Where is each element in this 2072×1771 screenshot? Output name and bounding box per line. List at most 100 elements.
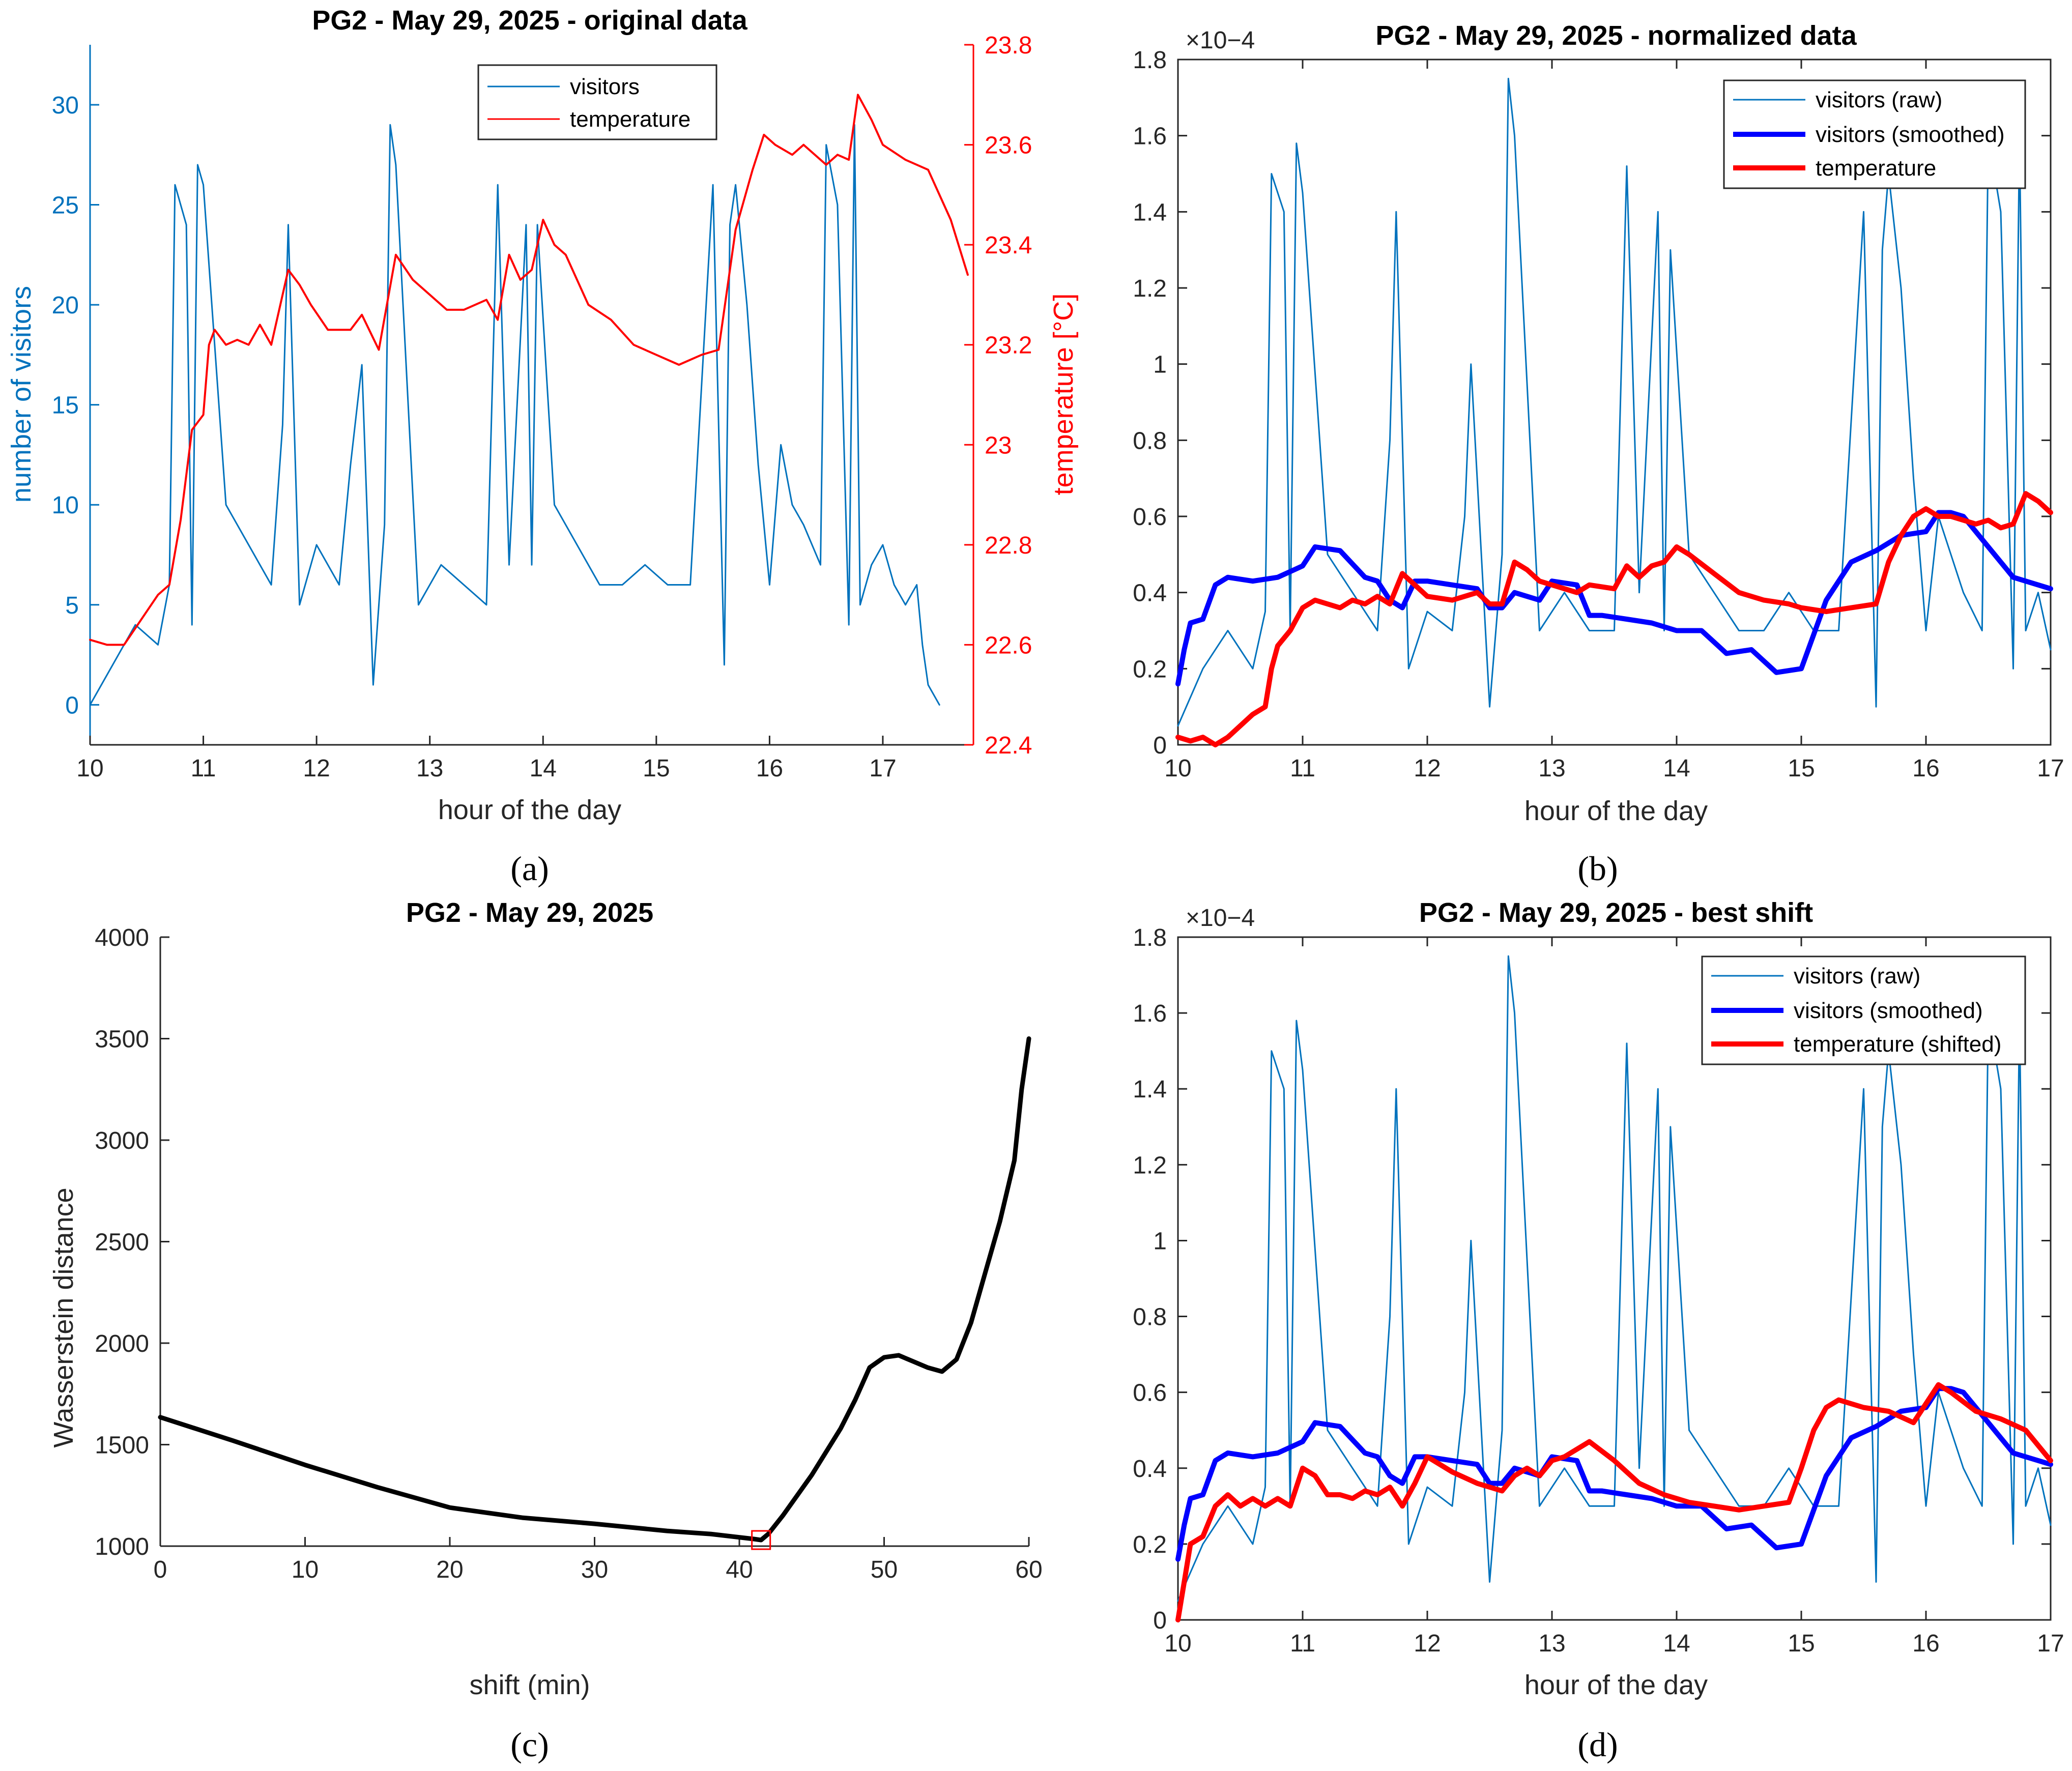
panel-d-ytick-label: 0.8 [1133,1304,1167,1331]
panel-d-xtick-label: 13 [1538,1630,1565,1657]
panel-a-ytick-label: 15 [52,392,79,419]
panel-a-xtick-label: 11 [191,755,216,782]
panel-b-series-temperature [1175,491,2053,747]
panel-c-ytick-label: 2500 [95,1229,149,1256]
panel-a: PG2 - May 29, 2025 - original data 10 11 1… [6,5,1079,888]
panel-b-xtick-label: 11 [1290,755,1315,782]
panel-b-caption: (b) [1577,849,1618,888]
panel-a-plot: 10 11 12 13 14 15 16 17 0 5 10 15 20 25 30 22.4 22.6 22.8… [52,32,1032,782]
panel-b-ytick-label: 0 [1153,732,1167,759]
panel-d-ytick-label: 0 [1153,1607,1167,1634]
panel-a-ylabel: number of visitors [6,286,37,503]
panel-a-y2tick-label: 23.6 [985,132,1032,159]
panel-d-xtick-label: 12 [1414,1630,1441,1657]
panel-d-xtick-label: 17 [2037,1630,2064,1657]
panel-d-caption: (d) [1577,1725,1618,1764]
panel-c-xtick-label: 10 [292,1556,319,1583]
panel-c: PG2 - May 29, 2025 0 10 20 30 40 50 60 1000 1500… [48,897,1043,1764]
panel-a-ytick-label: 20 [52,292,79,319]
panel-a-xtick-label: 12 [303,755,330,782]
panel-c-xtick-label: 30 [581,1556,608,1583]
panel-b-plot: 10 11 12 13 14 15 16 17 0 0.2 0.4 0.6 0.8 1 1.2 1.4 1.6 1… [1133,47,2064,782]
panel-b-title: PG2 - May 29, 2025 - normalized data [1375,20,1857,51]
panel-b-ytick-label: 0.4 [1133,580,1167,607]
panel-b-ytick-label: 1.8 [1133,47,1167,74]
panel-a-legend-visitors: visitors [570,74,640,99]
panel-a-ytick-label: 25 [52,192,79,219]
panel-c-plot: 0 10 20 30 40 50 60 1000 1500 2000 2500 3000 3500 400… [95,924,1042,1583]
panel-c-xtick-label: 0 [154,1556,167,1583]
panel-d-ytick-label: 1.6 [1133,1000,1167,1027]
panel-b-legend-raw: visitors (raw) [1816,88,1942,112]
panel-d-exponent: ×10−4 [1186,905,1255,932]
panel-a-title: PG2 - May 29, 2025 - original data [312,5,747,36]
panel-c-ytick-label: 2000 [95,1330,149,1357]
panel-b-series-visitors-smoothed- [1175,510,2053,687]
panel-a-legend: visitors temperature [477,64,717,140]
panel-c-caption: (c) [510,1725,549,1764]
panel-d-legend: visitors (raw) visitors (smoothed) tempe… [1701,955,2026,1065]
panel-d-axes-box [1177,936,2052,1621]
panel-b-ytick-label: 0.6 [1133,504,1167,531]
panel-b-xtick-label: 15 [1788,755,1815,782]
panel-a-ytick-label: 30 [52,92,79,119]
panel-d-ytick-label: 0.6 [1133,1380,1167,1407]
panel-a-series-visitors [89,124,940,706]
panel-b-xtick-label: 17 [2037,755,2064,782]
panel-d-series-visitors-raw- [1177,955,2052,1602]
panel-b-exponent: ×10−4 [1186,27,1255,54]
panel-b-ytick-label: 1.4 [1133,199,1167,226]
panel-b-ytick-label: 1.2 [1133,275,1167,302]
panel-b-xtick-label: 12 [1414,755,1441,782]
panel-d-ytick-label: 1 [1153,1228,1167,1255]
panel-d-xtick-label: 14 [1663,1630,1690,1657]
panel-c-xtick-label: 60 [1015,1556,1042,1583]
panel-a-xlabel: hour of the day [438,795,621,825]
panel-a-ytick-label: 0 [65,692,79,719]
panel-a-xtick-label: 15 [643,755,670,782]
panel-d-xtick-label: 16 [1912,1630,1939,1657]
panel-c-xtick-label: 40 [726,1556,753,1583]
panel-a-xtick-label: 10 [76,755,103,782]
panel-b-legend-temperature: temperature [1816,156,1936,181]
panel-b-ytick-label: 0.2 [1133,656,1167,683]
panel-c-xtick-label: 50 [871,1556,898,1583]
panel-b-legend-smoothed: visitors (smoothed) [1816,122,2005,147]
panel-a-series-temperature [89,94,969,646]
panel-a-y2tick-label: 22.8 [985,532,1032,559]
panel-d-ytick-label: 1.4 [1133,1076,1167,1103]
panel-b-ytick-label: 1 [1153,352,1167,379]
panel-a-ytick-label: 10 [52,492,79,519]
panel-a-xtick-label: 14 [530,755,557,782]
panel-c-ytick-label: 3500 [95,1026,149,1053]
panel-c-xtick-label: 20 [436,1556,463,1583]
panel-d-ytick-label: 0.4 [1133,1456,1167,1483]
panel-a-legend-box [477,64,717,140]
panel-a-caption: (a) [510,849,549,888]
panel-b-xtick-label: 13 [1538,755,1565,782]
panel-d-xtick-label: 15 [1788,1630,1815,1657]
panel-d-xlabel: hour of the day [1524,1670,1708,1700]
panel-b-ytick-label: 0.8 [1133,427,1167,454]
panel-d-title: PG2 - May 29, 2025 - best shift [1419,897,1813,928]
panel-c-ylabel: Wasserstein distance [48,1187,79,1447]
panel-a-ytick-label: 5 [65,592,79,619]
panel-b-xtick-label: 10 [1164,755,1191,782]
panel-d-ytick-label: 1.8 [1133,924,1167,951]
panel-b-xtick-label: 16 [1912,755,1939,782]
panel-b-series-visitors-raw- [1177,77,2052,727]
panel-a-y2tick-label: 23 [985,432,1012,459]
panel-d-xtick-label: 10 [1164,1630,1191,1657]
panel-d-ytick-label: 1.2 [1133,1152,1167,1179]
panel-c-minimum-marker [751,1530,771,1550]
panel-a-xtick-label: 13 [416,755,443,782]
panel-d-legend-raw: visitors (raw) [1794,964,1920,989]
panel-d-ytick-label: 0.2 [1133,1531,1167,1558]
panel-b-legend: visitors (raw) visitors (smoothed) tempe… [1723,79,2026,189]
panel-a-y2tick-label: 22.6 [985,632,1032,659]
panel-b-ytick-label: 1.6 [1133,123,1167,150]
panel-b-xlabel: hour of the day [1524,796,1708,826]
panel-a-legend-temperature: temperature [570,107,690,132]
panel-a-y2label: temperature [°C] [1048,294,1079,496]
